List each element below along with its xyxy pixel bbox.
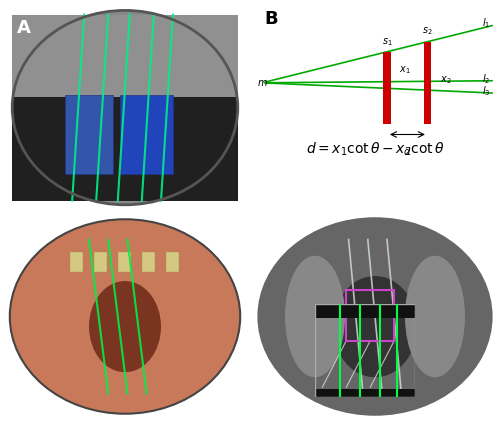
Bar xyxy=(12,97,238,200)
Bar xyxy=(384,52,390,124)
Text: $d$: $d$ xyxy=(404,145,411,157)
Bar xyxy=(166,252,179,272)
Bar xyxy=(315,389,415,397)
Bar xyxy=(118,252,131,272)
Text: $x_2$: $x_2$ xyxy=(440,74,452,86)
Text: $d = x_1 \cot\theta - x_2 \cot\theta$: $d = x_1 \cot\theta - x_2 \cot\theta$ xyxy=(306,141,444,158)
Text: A: A xyxy=(17,19,31,37)
Text: $s_2$: $s_2$ xyxy=(422,26,433,38)
Bar xyxy=(94,252,107,272)
Bar xyxy=(70,252,83,272)
Bar xyxy=(142,252,155,272)
Text: D: D xyxy=(267,230,282,247)
Bar xyxy=(12,14,238,97)
Ellipse shape xyxy=(89,281,161,372)
Bar xyxy=(65,95,113,174)
Text: $x_1$: $x_1$ xyxy=(399,65,410,76)
Ellipse shape xyxy=(405,256,465,377)
Bar xyxy=(315,304,415,318)
Text: C: C xyxy=(17,230,30,247)
Ellipse shape xyxy=(285,256,345,377)
Circle shape xyxy=(12,11,238,205)
Text: $l_2$: $l_2$ xyxy=(482,72,490,86)
Text: $m$: $m$ xyxy=(258,78,268,88)
Circle shape xyxy=(258,217,492,416)
Text: $l_3$: $l_3$ xyxy=(482,84,490,98)
Bar xyxy=(120,95,173,174)
Ellipse shape xyxy=(333,276,417,377)
Bar xyxy=(424,42,432,124)
Circle shape xyxy=(10,219,240,414)
Text: B: B xyxy=(264,11,278,28)
Bar xyxy=(346,290,394,341)
Text: $l_1$: $l_1$ xyxy=(482,16,490,30)
Text: $s_1$: $s_1$ xyxy=(382,36,392,48)
